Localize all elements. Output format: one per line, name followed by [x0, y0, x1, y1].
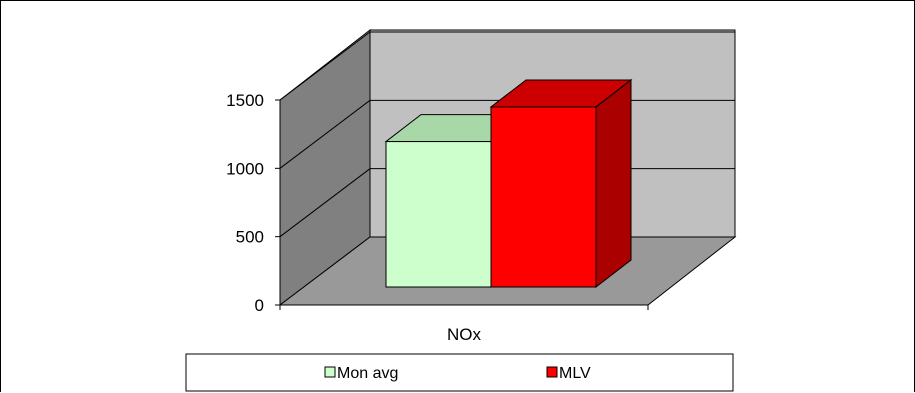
legend: Mon avg MLV [185, 353, 734, 392]
bar-front [385, 141, 492, 288]
y-tick-label: 500 [236, 228, 264, 247]
y-tick-label: 0 [255, 296, 264, 315]
gridline-side [279, 168, 371, 238]
bar-side [595, 78, 632, 289]
legend-label-mon-avg: Mon avg [337, 365, 398, 382]
legend-label-mlv: MLV [559, 365, 591, 382]
y-tick-label: 1500 [226, 91, 264, 110]
y-axis: 0 500 1000 1500 [226, 91, 280, 315]
category-label: NOx [447, 325, 482, 344]
gridline-side [279, 31, 371, 101]
legend-box [185, 353, 734, 392]
bar-front [490, 106, 597, 288]
gridline-side [279, 99, 371, 169]
bar-mlv [489, 78, 633, 289]
legend-swatch-mon-avg [324, 366, 336, 378]
y-tick-label: 1000 [226, 159, 264, 178]
bars [384, 78, 633, 289]
legend-swatch-mlv [546, 366, 558, 378]
